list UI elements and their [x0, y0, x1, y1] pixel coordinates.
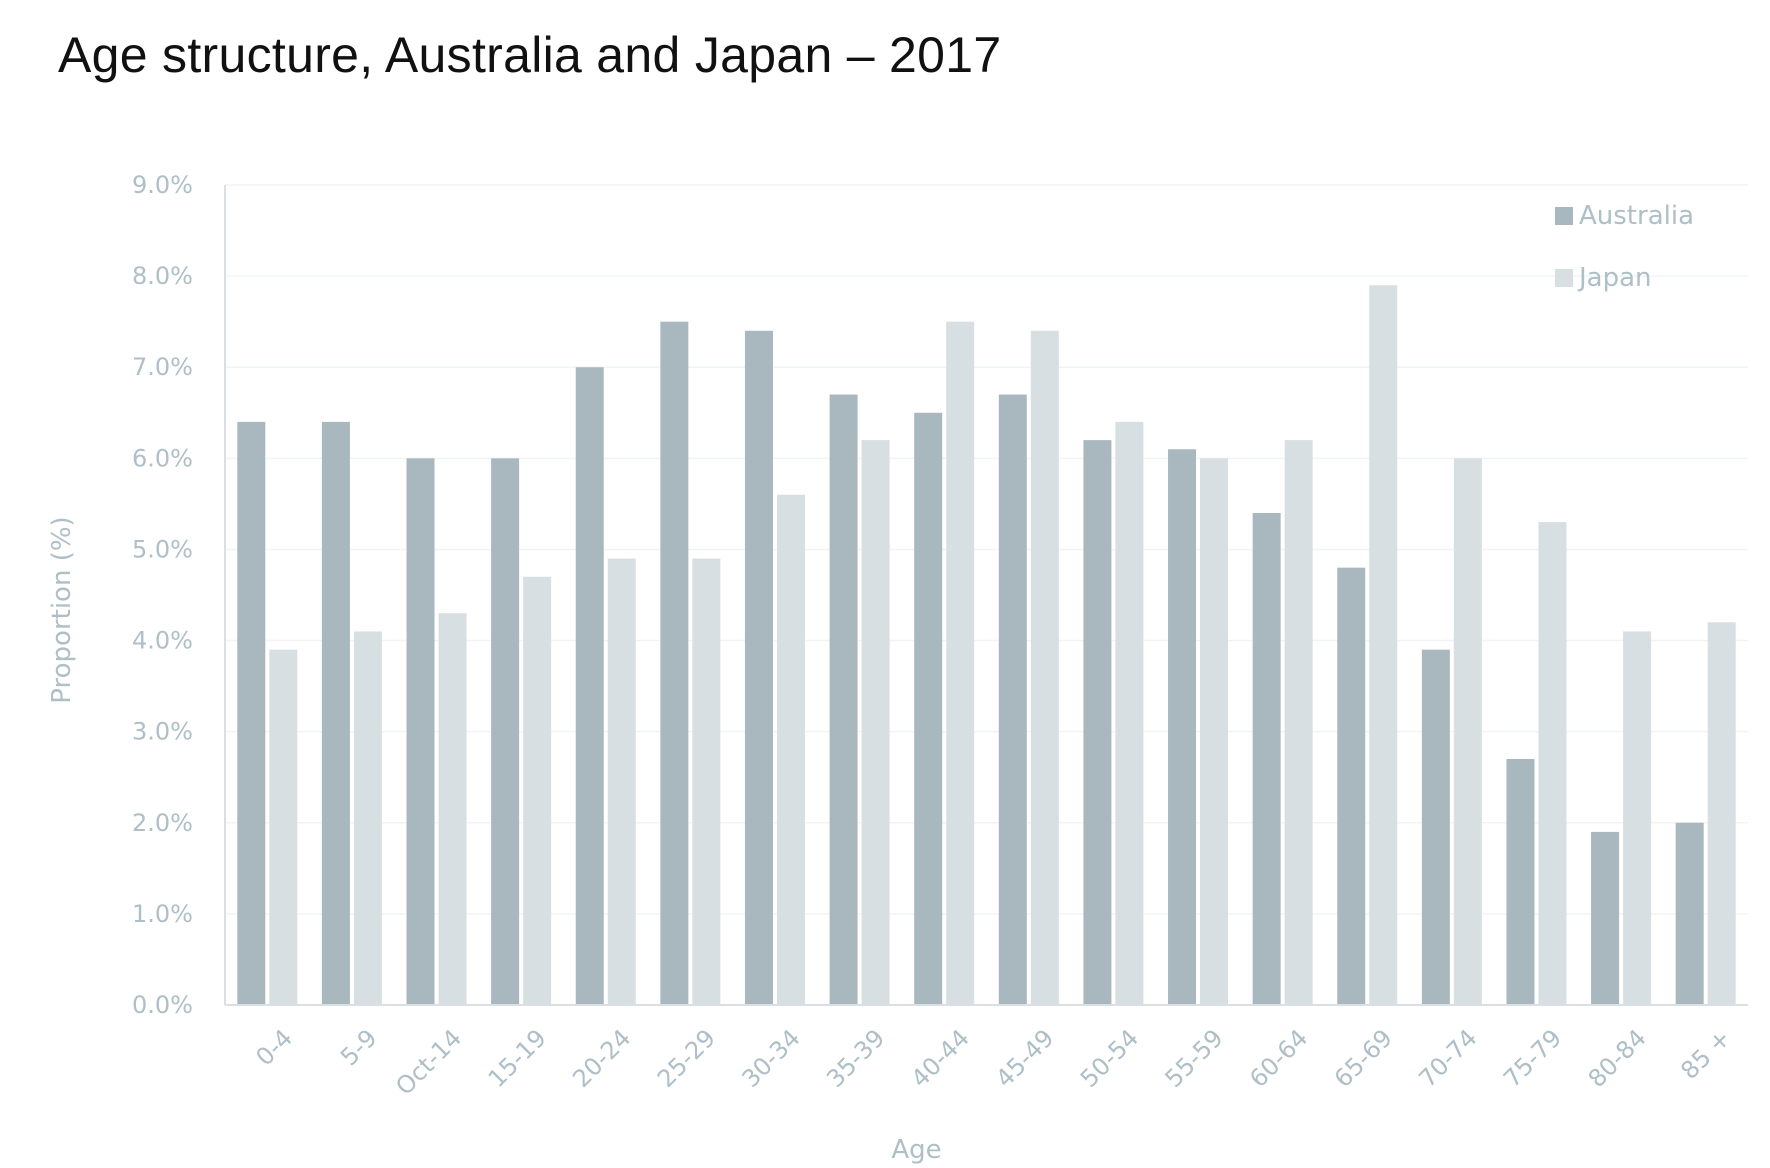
bar-japan — [861, 440, 890, 1006]
bar-japan — [1115, 421, 1144, 1005]
bar-australia — [1421, 649, 1450, 1005]
y-tick-label: 5.0% — [132, 535, 193, 563]
x-tick-label: 0-4 — [250, 1024, 298, 1072]
x-tick-label: 50-54 — [1075, 1024, 1144, 1093]
bar-japan — [523, 576, 552, 1005]
legend-swatch-australia — [1555, 207, 1573, 225]
x-axis-title: Age — [891, 1135, 941, 1165]
bar-australia — [1337, 567, 1366, 1005]
bar-australia — [1675, 822, 1704, 1005]
bar-japan — [1623, 631, 1652, 1005]
bar-australia — [914, 412, 943, 1005]
x-tick-label: 80-84 — [1583, 1024, 1652, 1093]
y-tick-label: 3.0% — [132, 718, 193, 746]
bar-australia — [1591, 831, 1620, 1005]
bar-japan — [1284, 440, 1313, 1006]
y-axis-title: Proportion (%) — [47, 516, 77, 703]
bar-australia — [1252, 513, 1281, 1005]
bar-australia — [237, 421, 266, 1005]
x-tick-label: 30-34 — [737, 1024, 806, 1093]
x-tick-label: 55-59 — [1160, 1024, 1229, 1093]
bar-japan — [1200, 458, 1229, 1005]
y-tick-label: 7.0% — [132, 353, 193, 381]
bar-australia — [575, 367, 604, 1005]
y-tick-label: 2.0% — [132, 809, 193, 837]
x-tick-label: 40-44 — [906, 1024, 975, 1093]
legend-swatch-japan — [1555, 269, 1573, 287]
bar-japan — [438, 613, 467, 1005]
x-tick-label: Oct-14 — [390, 1024, 467, 1101]
bar-japan — [1538, 522, 1567, 1005]
x-tick-label: 85 + — [1675, 1024, 1736, 1085]
legend-label-australia: Australia — [1579, 201, 1694, 231]
bar-japan — [776, 494, 805, 1005]
bar-japan — [353, 631, 382, 1005]
bar-japan — [1707, 622, 1736, 1005]
y-tick-label: 0.0% — [132, 991, 193, 1019]
bar-japan — [1453, 458, 1482, 1005]
bar-japan — [607, 558, 636, 1005]
bar-japan — [692, 558, 721, 1005]
x-tick-label: 60-64 — [1244, 1024, 1313, 1093]
bar-japan — [946, 321, 975, 1006]
x-tick-label: 65-69 — [1329, 1024, 1398, 1093]
bar-australia — [1168, 449, 1197, 1005]
bar-japan — [1369, 285, 1398, 1005]
x-axis-ticks: 0-4 5-9 Oct-14 15-19 20-24 25-29 30-34 35-39 40-… — [250, 1024, 1736, 1101]
x-tick-label: 35-39 — [821, 1024, 890, 1093]
x-tick-label: 45-49 — [990, 1024, 1059, 1093]
legend: Australia Japan — [1555, 201, 1694, 293]
x-tick-label: 5-9 — [335, 1024, 383, 1072]
bar-australia — [1506, 759, 1535, 1005]
bar-australia — [829, 394, 858, 1005]
x-tick-label: 20-24 — [567, 1024, 636, 1093]
bar-japan — [1030, 330, 1059, 1005]
x-tick-label: 15-19 — [483, 1024, 552, 1093]
gridlines — [225, 184, 1748, 915]
bar-australia — [406, 458, 435, 1005]
bar-australia — [1083, 440, 1112, 1006]
chart-title: Age structure, Australia and Japan – 201… — [58, 27, 1002, 83]
bar-australia — [491, 458, 520, 1005]
bar-japan — [269, 649, 298, 1005]
y-tick-label: 1.0% — [132, 900, 193, 928]
x-tick-label: 70-74 — [1413, 1024, 1482, 1093]
bar-australia — [998, 394, 1027, 1005]
bars — [237, 285, 1736, 1006]
y-tick-label: 6.0% — [132, 444, 193, 472]
y-tick-label: 8.0% — [132, 262, 193, 290]
x-tick-label: 25-29 — [652, 1024, 721, 1093]
y-axis-ticks: 0.0% 1.0% 2.0% 3.0% 4.0% 5.0% 6.0% 7.0% 8.0% 9.0% — [132, 171, 193, 1019]
y-tick-label: 4.0% — [132, 627, 193, 655]
legend-label-japan: Japan — [1577, 263, 1652, 293]
bar-australia — [660, 321, 689, 1006]
y-tick-label: 9.0% — [132, 171, 193, 199]
bar-australia — [744, 330, 773, 1005]
x-tick-label: 75-79 — [1498, 1024, 1567, 1093]
bar-australia — [321, 421, 350, 1005]
